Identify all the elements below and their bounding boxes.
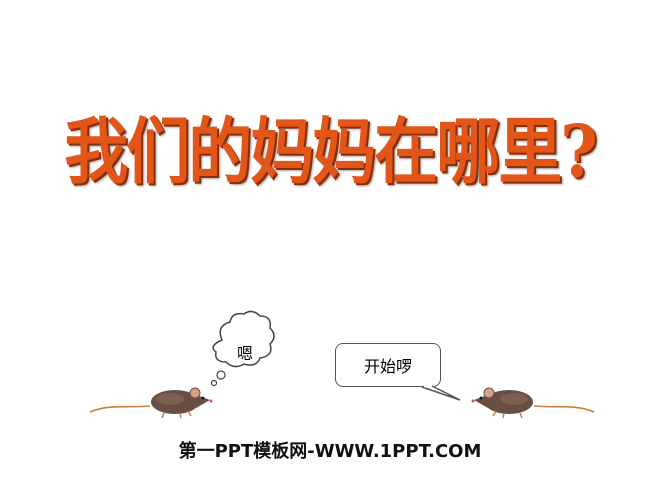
speech-text: 开始啰 [363,357,412,376]
thought-text: 嗯 [236,344,253,363]
speech-bubble: 开始啰 [335,343,441,387]
mouse-right-icon [466,380,596,420]
mouse-left-icon [88,380,218,420]
watermark-text: 第一PPT模板网-WWW.1PPT.COM [178,441,482,462]
slide-title: 我们的妈妈在哪里? [64,110,598,195]
